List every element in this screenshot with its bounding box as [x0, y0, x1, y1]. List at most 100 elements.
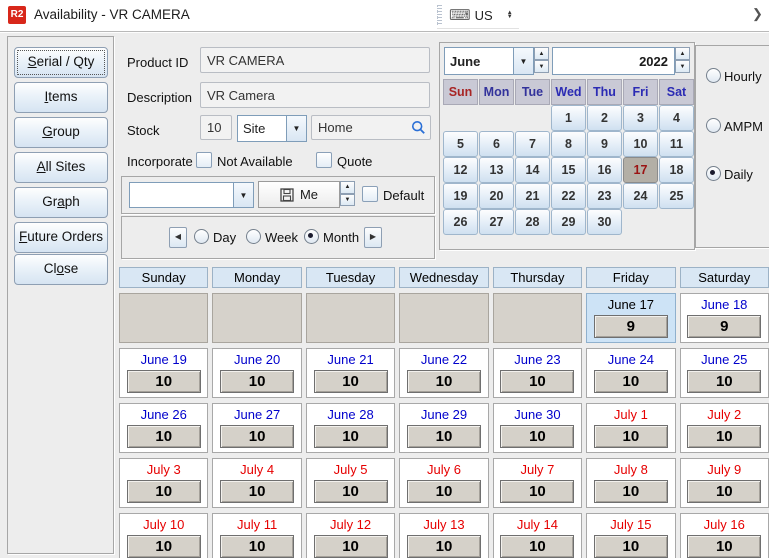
period-week-radio[interactable]	[246, 229, 261, 244]
preset-dropdown-arrow-icon[interactable]: ▼	[233, 183, 253, 207]
calendar-cell-july-4[interactable]: July 4 10	[212, 458, 302, 508]
preset-spinner[interactable]: ▲ ▼	[340, 181, 355, 206]
mini-day-29[interactable]: 29	[551, 209, 586, 235]
mini-day-26[interactable]: 26	[443, 209, 478, 235]
mini-day-5[interactable]: 5	[443, 131, 478, 157]
default-checkbox[interactable]	[362, 186, 378, 202]
calendar-cell-june-28[interactable]: June 28 10	[305, 403, 396, 453]
calendar-cell-june-26[interactable]: June 26 10	[119, 403, 209, 453]
mini-day-19[interactable]: 19	[443, 183, 478, 209]
calendar-cell-july-6[interactable]: July 6 10	[399, 458, 489, 508]
calendar-cell-june-23[interactable]: June 23 10	[492, 348, 583, 398]
availability-count-button[interactable]: 10	[220, 480, 295, 503]
availability-count-button[interactable]: 10	[687, 480, 762, 503]
availability-count-button[interactable]: 10	[220, 370, 295, 393]
mini-day-12[interactable]: 12	[443, 157, 478, 183]
language-label[interactable]: US	[474, 7, 493, 23]
mini-day-6[interactable]: 6	[479, 131, 514, 157]
availability-count-button[interactable]: 10	[500, 370, 575, 393]
month-spinner[interactable]: ▲ ▼	[534, 47, 549, 73]
availability-count-button[interactable]: 10	[220, 535, 295, 558]
quote-checkbox[interactable]	[316, 152, 332, 168]
language-bar-grip[interactable]	[437, 5, 442, 25]
site-selector-combo[interactable]: Site ▼	[237, 115, 307, 142]
spinner-down-icon[interactable]: ▼	[534, 60, 549, 73]
mini-day-11[interactable]: 11	[659, 131, 694, 157]
calendar-cell-july-15[interactable]: July 15 10	[586, 513, 676, 558]
calendar-cell-june-29[interactable]: June 29 10	[399, 403, 489, 453]
calendar-cell-july-5[interactable]: July 5 10	[305, 458, 396, 508]
mini-day-13[interactable]: 13	[479, 157, 514, 183]
mini-day-8[interactable]: 8	[551, 131, 586, 157]
next-period-button[interactable]: ▶	[364, 227, 382, 248]
calendar-cell-july-14[interactable]: July 14 10	[492, 513, 583, 558]
mini-day-4[interactable]: 4	[659, 105, 694, 131]
spinner-up-icon[interactable]: ▲	[675, 47, 690, 60]
availability-count-button[interactable]: 10	[593, 535, 668, 558]
mini-day-17[interactable]: 17	[623, 157, 658, 183]
period-month-radio[interactable]	[304, 229, 319, 244]
availability-count-button[interactable]: 10	[126, 480, 201, 503]
calendar-cell-july-10[interactable]: July 10 10	[119, 513, 209, 558]
product-id-field[interactable]: VR CAMERA	[200, 47, 430, 73]
spinner-down-icon[interactable]: ▼	[340, 193, 355, 206]
availability-count-button[interactable]: 10	[500, 480, 575, 503]
calendar-cell-june-17[interactable]: June 17 9	[586, 293, 676, 343]
availability-count-button[interactable]: 10	[406, 370, 481, 393]
mini-day-15[interactable]: 15	[551, 157, 586, 183]
availability-count-button[interactable]: 10	[687, 425, 762, 448]
spinner-down-icon[interactable]: ▼	[675, 60, 690, 73]
mini-day-22[interactable]: 22	[551, 183, 586, 209]
calendar-cell-june-27[interactable]: June 27 10	[212, 403, 302, 453]
mini-day-27[interactable]: 27	[479, 209, 514, 235]
spinner-down-icon[interactable]: ▼	[506, 14, 513, 20]
calendar-cell-july-12[interactable]: July 12 10	[305, 513, 396, 558]
calendar-cell-july-1[interactable]: July 1 10	[586, 403, 676, 453]
availability-count-button[interactable]: 10	[313, 535, 388, 558]
calendar-cell-july-2[interactable]: July 2 10	[679, 403, 769, 453]
year-spinner[interactable]: ▲ ▼	[675, 47, 690, 73]
availability-count-button[interactable]: 10	[593, 370, 668, 393]
availability-count-button[interactable]: 10	[687, 535, 762, 558]
availability-count-button[interactable]: 10	[500, 425, 575, 448]
not-available-checkbox[interactable]	[196, 152, 212, 168]
availability-count-button[interactable]: 10	[126, 425, 201, 448]
calendar-cell-july-13[interactable]: July 13 10	[399, 513, 489, 558]
availability-count-button[interactable]: 10	[406, 425, 481, 448]
calendar-cell-june-24[interactable]: June 24 10	[586, 348, 676, 398]
save-me-button[interactable]: Me	[258, 181, 340, 208]
availability-count-button[interactable]: 10	[406, 480, 481, 503]
availability-count-button[interactable]: 10	[126, 370, 201, 393]
view-hourly-radio[interactable]	[706, 68, 721, 83]
month-combo[interactable]: June ▼	[444, 47, 534, 75]
availability-count-button[interactable]: 10	[500, 535, 575, 558]
availability-count-button[interactable]: 10	[406, 535, 481, 558]
sidebar-button-serial-qty[interactable]: Serial / Qty	[14, 47, 108, 78]
availability-count-button[interactable]: 10	[313, 425, 388, 448]
mini-day-1[interactable]: 1	[551, 105, 586, 131]
stock-field[interactable]: 10	[200, 115, 232, 140]
spinner-up-icon[interactable]: ▲	[340, 181, 355, 194]
period-day-radio[interactable]	[194, 229, 209, 244]
sidebar-button-close[interactable]: Close	[14, 254, 108, 285]
mini-day-10[interactable]: 10	[623, 131, 658, 157]
search-icon[interactable]	[411, 120, 426, 135]
sidebar-button-all-sites[interactable]: All Sites	[14, 152, 108, 183]
calendar-cell-july-3[interactable]: July 3 10	[119, 458, 209, 508]
mini-day-21[interactable]: 21	[515, 183, 550, 209]
site-dropdown-arrow-icon[interactable]: ▼	[286, 116, 306, 141]
mini-day-7[interactable]: 7	[515, 131, 550, 157]
language-options-spinner[interactable]: ▲ ▼	[506, 10, 513, 20]
mini-day-14[interactable]: 14	[515, 157, 550, 183]
mini-day-20[interactable]: 20	[479, 183, 514, 209]
month-dropdown-arrow-icon[interactable]: ▼	[513, 48, 533, 74]
availability-count-button[interactable]: 10	[687, 370, 762, 393]
language-bar[interactable]: ⌨ US ▲ ▼	[437, 2, 519, 29]
calendar-cell-june-19[interactable]: June 19 10	[119, 348, 209, 398]
prev-period-button[interactable]: ◀	[169, 227, 187, 248]
calendar-cell-july-7[interactable]: July 7 10	[492, 458, 583, 508]
calendar-cell-june-21[interactable]: June 21 10	[305, 348, 396, 398]
spinner-up-icon[interactable]: ▲	[534, 47, 549, 60]
sidebar-button-future-orders[interactable]: Future Orders	[14, 222, 108, 253]
mini-day-28[interactable]: 28	[515, 209, 550, 235]
